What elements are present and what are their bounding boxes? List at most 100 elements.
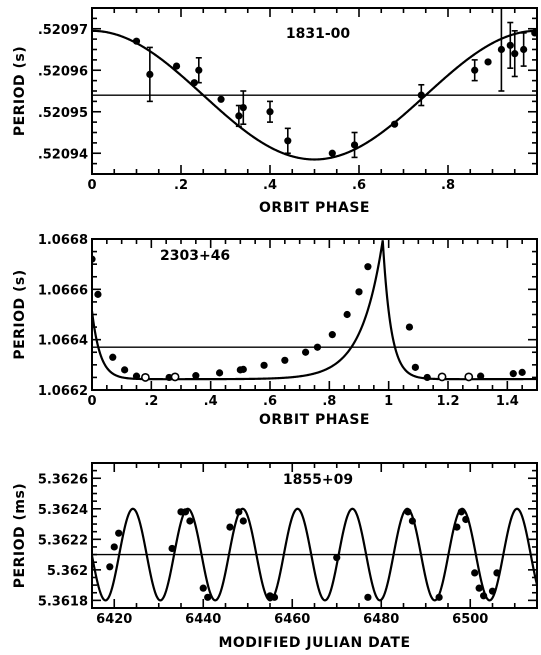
data-point — [328, 331, 336, 339]
x-tick-label: 1 — [384, 394, 393, 409]
data-point — [181, 508, 190, 516]
x-tick-label: 0 — [87, 178, 96, 193]
data-point — [408, 517, 416, 525]
data-point — [115, 529, 123, 537]
data-point — [195, 66, 203, 74]
data-point — [192, 372, 200, 380]
data-point — [121, 366, 129, 374]
data-point — [497, 45, 505, 54]
plot-area — [92, 8, 537, 161]
plot-area — [92, 0, 537, 382]
data-point — [302, 348, 310, 356]
x-tick-label: 6460 — [274, 612, 310, 627]
data-point — [417, 91, 425, 99]
x-tick-label: .8 — [322, 394, 336, 409]
data-point — [484, 58, 492, 66]
data-point — [520, 45, 528, 54]
data-point — [437, 372, 447, 382]
x-tick-label: .6 — [352, 178, 366, 193]
y-axis-title: PERIOD (s) — [12, 46, 28, 136]
y-tick-label: 5.3618 — [38, 594, 88, 609]
data-point — [350, 141, 359, 149]
data-point — [471, 569, 479, 577]
data-point — [411, 363, 419, 371]
y-axis-title: PERIOD (ms) — [12, 483, 28, 588]
data-point — [391, 120, 399, 128]
data-point — [239, 517, 247, 525]
y-tick-label: .52097 — [38, 23, 88, 38]
data-point — [453, 523, 461, 531]
y-tick-label: 5.362 — [47, 564, 88, 579]
x-tick-label: .4 — [204, 394, 218, 409]
x-tick-label: 6480 — [363, 612, 399, 627]
data-point — [239, 104, 247, 112]
data-point — [226, 523, 234, 531]
data-point — [464, 372, 474, 382]
data-point — [92, 255, 96, 263]
pulsar-label: 2303+46 — [160, 248, 230, 264]
data-point — [333, 554, 341, 562]
plot-area — [92, 507, 537, 602]
data-point — [480, 592, 488, 600]
x-tick-label: 6500 — [452, 612, 488, 627]
data-point — [204, 593, 212, 601]
y-axis-title: PERIOD (s) — [12, 269, 28, 359]
x-tick-label: 1.4 — [496, 394, 519, 409]
data-point — [186, 517, 194, 525]
data-point — [190, 79, 198, 87]
data-point — [475, 584, 483, 592]
data-point — [266, 108, 274, 116]
y-tick-label: 1.0664 — [38, 334, 88, 349]
data-point — [506, 41, 514, 49]
x-tick-label: .2 — [174, 178, 188, 193]
data-point — [110, 543, 118, 551]
y-tick-label: 5.3626 — [38, 472, 88, 487]
data-point — [493, 569, 501, 577]
data-point — [140, 373, 150, 382]
data-point — [132, 372, 141, 380]
x-tick-label: 1.2 — [436, 394, 459, 409]
data-point — [132, 37, 141, 45]
data-point — [511, 50, 519, 58]
data-point — [423, 373, 431, 382]
x-tick-label: .4 — [263, 178, 277, 193]
data-point — [94, 290, 102, 298]
model-curve — [92, 240, 537, 381]
data-point — [343, 310, 351, 319]
data-point — [328, 149, 336, 157]
x-axis-title: ORBIT PHASE — [259, 200, 370, 216]
data-point — [477, 372, 485, 380]
data-point — [405, 323, 414, 331]
pulsar-label: 1855+09 — [283, 472, 353, 488]
data-point — [260, 361, 268, 369]
plot-frame — [91, 238, 538, 391]
chart-panel-1: 0 .2 .4 .6 .8 .52094 .52095 .52096 .52097 ORBIT P… — [12, 7, 538, 216]
model-curve — [92, 29, 537, 161]
data-point — [239, 365, 247, 373]
data-point — [172, 62, 181, 70]
x-tick-label: .2 — [144, 394, 158, 409]
data-point — [270, 593, 279, 601]
data-point — [168, 544, 176, 553]
y-tick-label: .52096 — [38, 64, 88, 79]
y-tick-label: 1.0662 — [38, 384, 88, 399]
data-point — [170, 372, 180, 382]
data-point — [355, 288, 363, 296]
data-point — [364, 593, 372, 601]
data-point — [284, 137, 292, 145]
data-point — [462, 515, 470, 524]
x-axis-title: MODIFIED JULIAN DATE — [218, 635, 410, 651]
data-point — [488, 587, 497, 595]
y-tick-label: 5.3622 — [38, 533, 88, 548]
pulsar-label: 1831-00 — [286, 26, 351, 42]
data-point — [435, 593, 443, 601]
data-point — [404, 508, 412, 516]
data-point — [509, 370, 517, 378]
y-tick-label: .52095 — [38, 106, 88, 121]
data-point — [364, 263, 372, 271]
chart-panel-3: 6420 6440 6460 6480 6500 5.3618 5.362 5.3622 5.3… — [12, 462, 538, 651]
chart-panel-2: 0 .2 .4 .6 .8 1 1.2 1.4 1.0662 1.0664 1.0666 1.0668… — [12, 0, 538, 428]
data-point — [382, 0, 389, 4]
x-tick-label: 0 — [87, 394, 96, 409]
